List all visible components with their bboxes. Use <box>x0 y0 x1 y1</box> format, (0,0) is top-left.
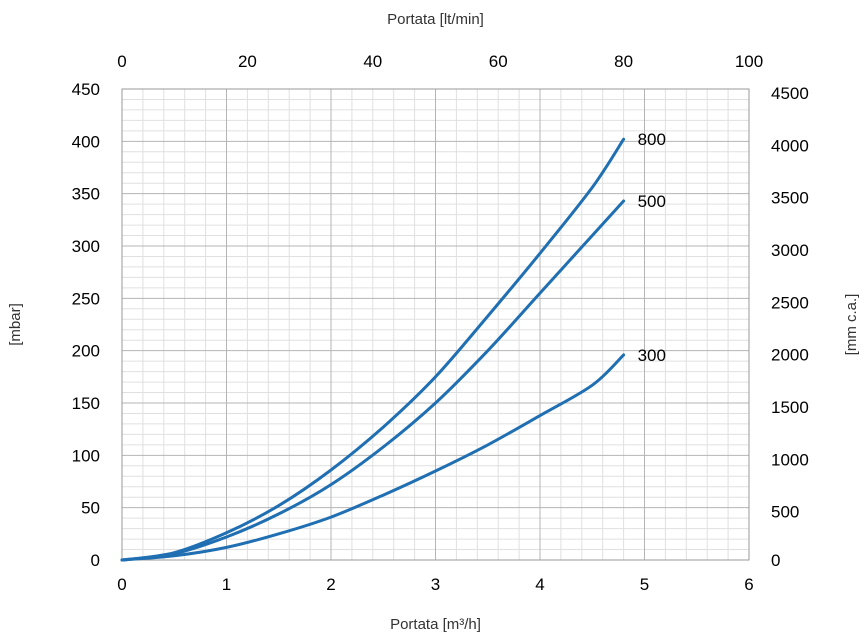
y-axis-ticks: 0 50 100 150 200 250 300 350 400 450 <box>72 80 100 570</box>
series-lines <box>120 137 626 562</box>
series-labels: 300 500 800 <box>638 130 666 365</box>
series-line-300 <box>120 353 626 562</box>
y-tick-label: 150 <box>72 394 100 413</box>
y-tick-label: 250 <box>72 289 100 308</box>
series-line-800 <box>120 137 626 562</box>
top-tick-label: 20 <box>238 52 257 71</box>
x-tick-label: 2 <box>326 575 335 594</box>
y-tick-label: 400 <box>72 132 100 151</box>
y-tick-label: 200 <box>72 342 100 361</box>
right-tick-label: 2000 <box>771 346 809 365</box>
top-axis-title: Portata [lt/min] <box>387 11 484 28</box>
right-axis-title: [mm c.a.] <box>843 294 860 356</box>
series-label-300: 300 <box>638 346 666 365</box>
x-tick-label: 6 <box>744 575 753 594</box>
right-tick-label: 3000 <box>771 241 809 260</box>
top-tick-label: 40 <box>363 52 382 71</box>
major-grid <box>122 89 749 560</box>
x-axis-title: Portata [m³/h] <box>390 616 481 633</box>
right-tick-label: 1000 <box>771 450 809 469</box>
series-label-500: 500 <box>638 192 666 211</box>
right-tick-label: 2500 <box>771 293 809 312</box>
x-tick-label: 5 <box>640 575 649 594</box>
right-tick-label: 500 <box>771 503 799 522</box>
y-tick-label: 300 <box>72 237 100 256</box>
right-tick-label: 0 <box>771 551 780 570</box>
x-tick-label: 4 <box>535 575 544 594</box>
y-tick-label: 50 <box>81 499 100 518</box>
y-tick-label: 0 <box>91 551 100 570</box>
x-tick-label: 3 <box>431 575 440 594</box>
x-tick-label: 1 <box>222 575 231 594</box>
right-tick-label: 3500 <box>771 189 809 208</box>
top-tick-label: 80 <box>614 52 633 71</box>
right-tick-label: 4000 <box>771 136 809 155</box>
top-tick-label: 100 <box>735 52 763 71</box>
x-tick-label: 0 <box>117 575 126 594</box>
right-tick-label: 4500 <box>771 84 809 103</box>
top-tick-label: 0 <box>117 52 126 71</box>
top-axis-ticks: 0 20 40 60 80 100 <box>117 52 763 71</box>
right-axis-ticks: 0 500 1000 1500 2000 2500 3000 3500 4000 4500 <box>771 84 809 570</box>
y-tick-label: 450 <box>72 80 100 99</box>
y-tick-label: 100 <box>72 446 100 465</box>
right-tick-label: 1500 <box>771 398 809 417</box>
y-tick-label: 350 <box>72 185 100 204</box>
top-tick-label: 60 <box>489 52 508 71</box>
y-axis-title: [mbar] <box>7 303 24 346</box>
plot-frame <box>121 88 750 561</box>
series-label-800: 800 <box>638 130 666 149</box>
series-line-500 <box>120 199 626 562</box>
x-axis-ticks: 0 1 2 3 4 5 6 <box>117 575 753 594</box>
